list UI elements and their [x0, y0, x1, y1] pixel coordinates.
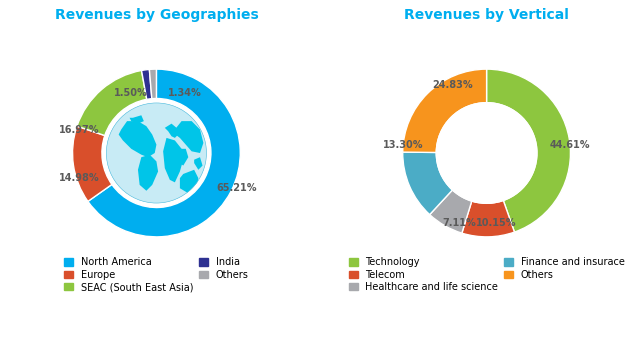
Polygon shape: [194, 157, 203, 170]
Circle shape: [436, 103, 537, 203]
Circle shape: [106, 103, 207, 203]
Title: Revenues by Vertical: Revenues by Vertical: [404, 8, 569, 22]
Wedge shape: [149, 69, 156, 99]
Text: 24.83%: 24.83%: [433, 80, 473, 90]
Polygon shape: [119, 121, 156, 157]
Polygon shape: [165, 124, 178, 138]
Legend: North America, Europe, SEAC (South East Asia), India, Others: North America, Europe, SEAC (South East …: [62, 255, 251, 294]
Polygon shape: [130, 115, 144, 124]
Wedge shape: [88, 69, 240, 237]
Text: 65.21%: 65.21%: [217, 183, 257, 193]
Polygon shape: [138, 155, 158, 191]
Title: Revenues by Geographies: Revenues by Geographies: [55, 8, 258, 22]
Polygon shape: [173, 121, 203, 153]
Text: 16.97%: 16.97%: [59, 124, 100, 135]
Polygon shape: [180, 170, 198, 193]
Wedge shape: [487, 69, 570, 232]
Text: 13.30%: 13.30%: [383, 140, 424, 150]
Text: 44.61%: 44.61%: [550, 140, 590, 150]
Polygon shape: [175, 149, 188, 166]
Text: 1.34%: 1.34%: [168, 88, 202, 98]
Text: 7.11%: 7.11%: [443, 218, 476, 228]
Wedge shape: [430, 190, 472, 233]
Wedge shape: [141, 69, 152, 99]
Wedge shape: [462, 201, 514, 237]
Wedge shape: [403, 69, 487, 152]
Text: 1.50%: 1.50%: [114, 88, 148, 98]
Legend: Technology, Telecom, Healthcare and life science, Finance and insurace, Others: Technology, Telecom, Healthcare and life…: [347, 255, 626, 294]
Text: 10.15%: 10.15%: [476, 218, 517, 228]
Polygon shape: [163, 138, 183, 182]
Wedge shape: [77, 70, 147, 136]
Wedge shape: [73, 126, 112, 201]
Text: 14.98%: 14.98%: [59, 173, 100, 183]
Wedge shape: [403, 152, 453, 215]
